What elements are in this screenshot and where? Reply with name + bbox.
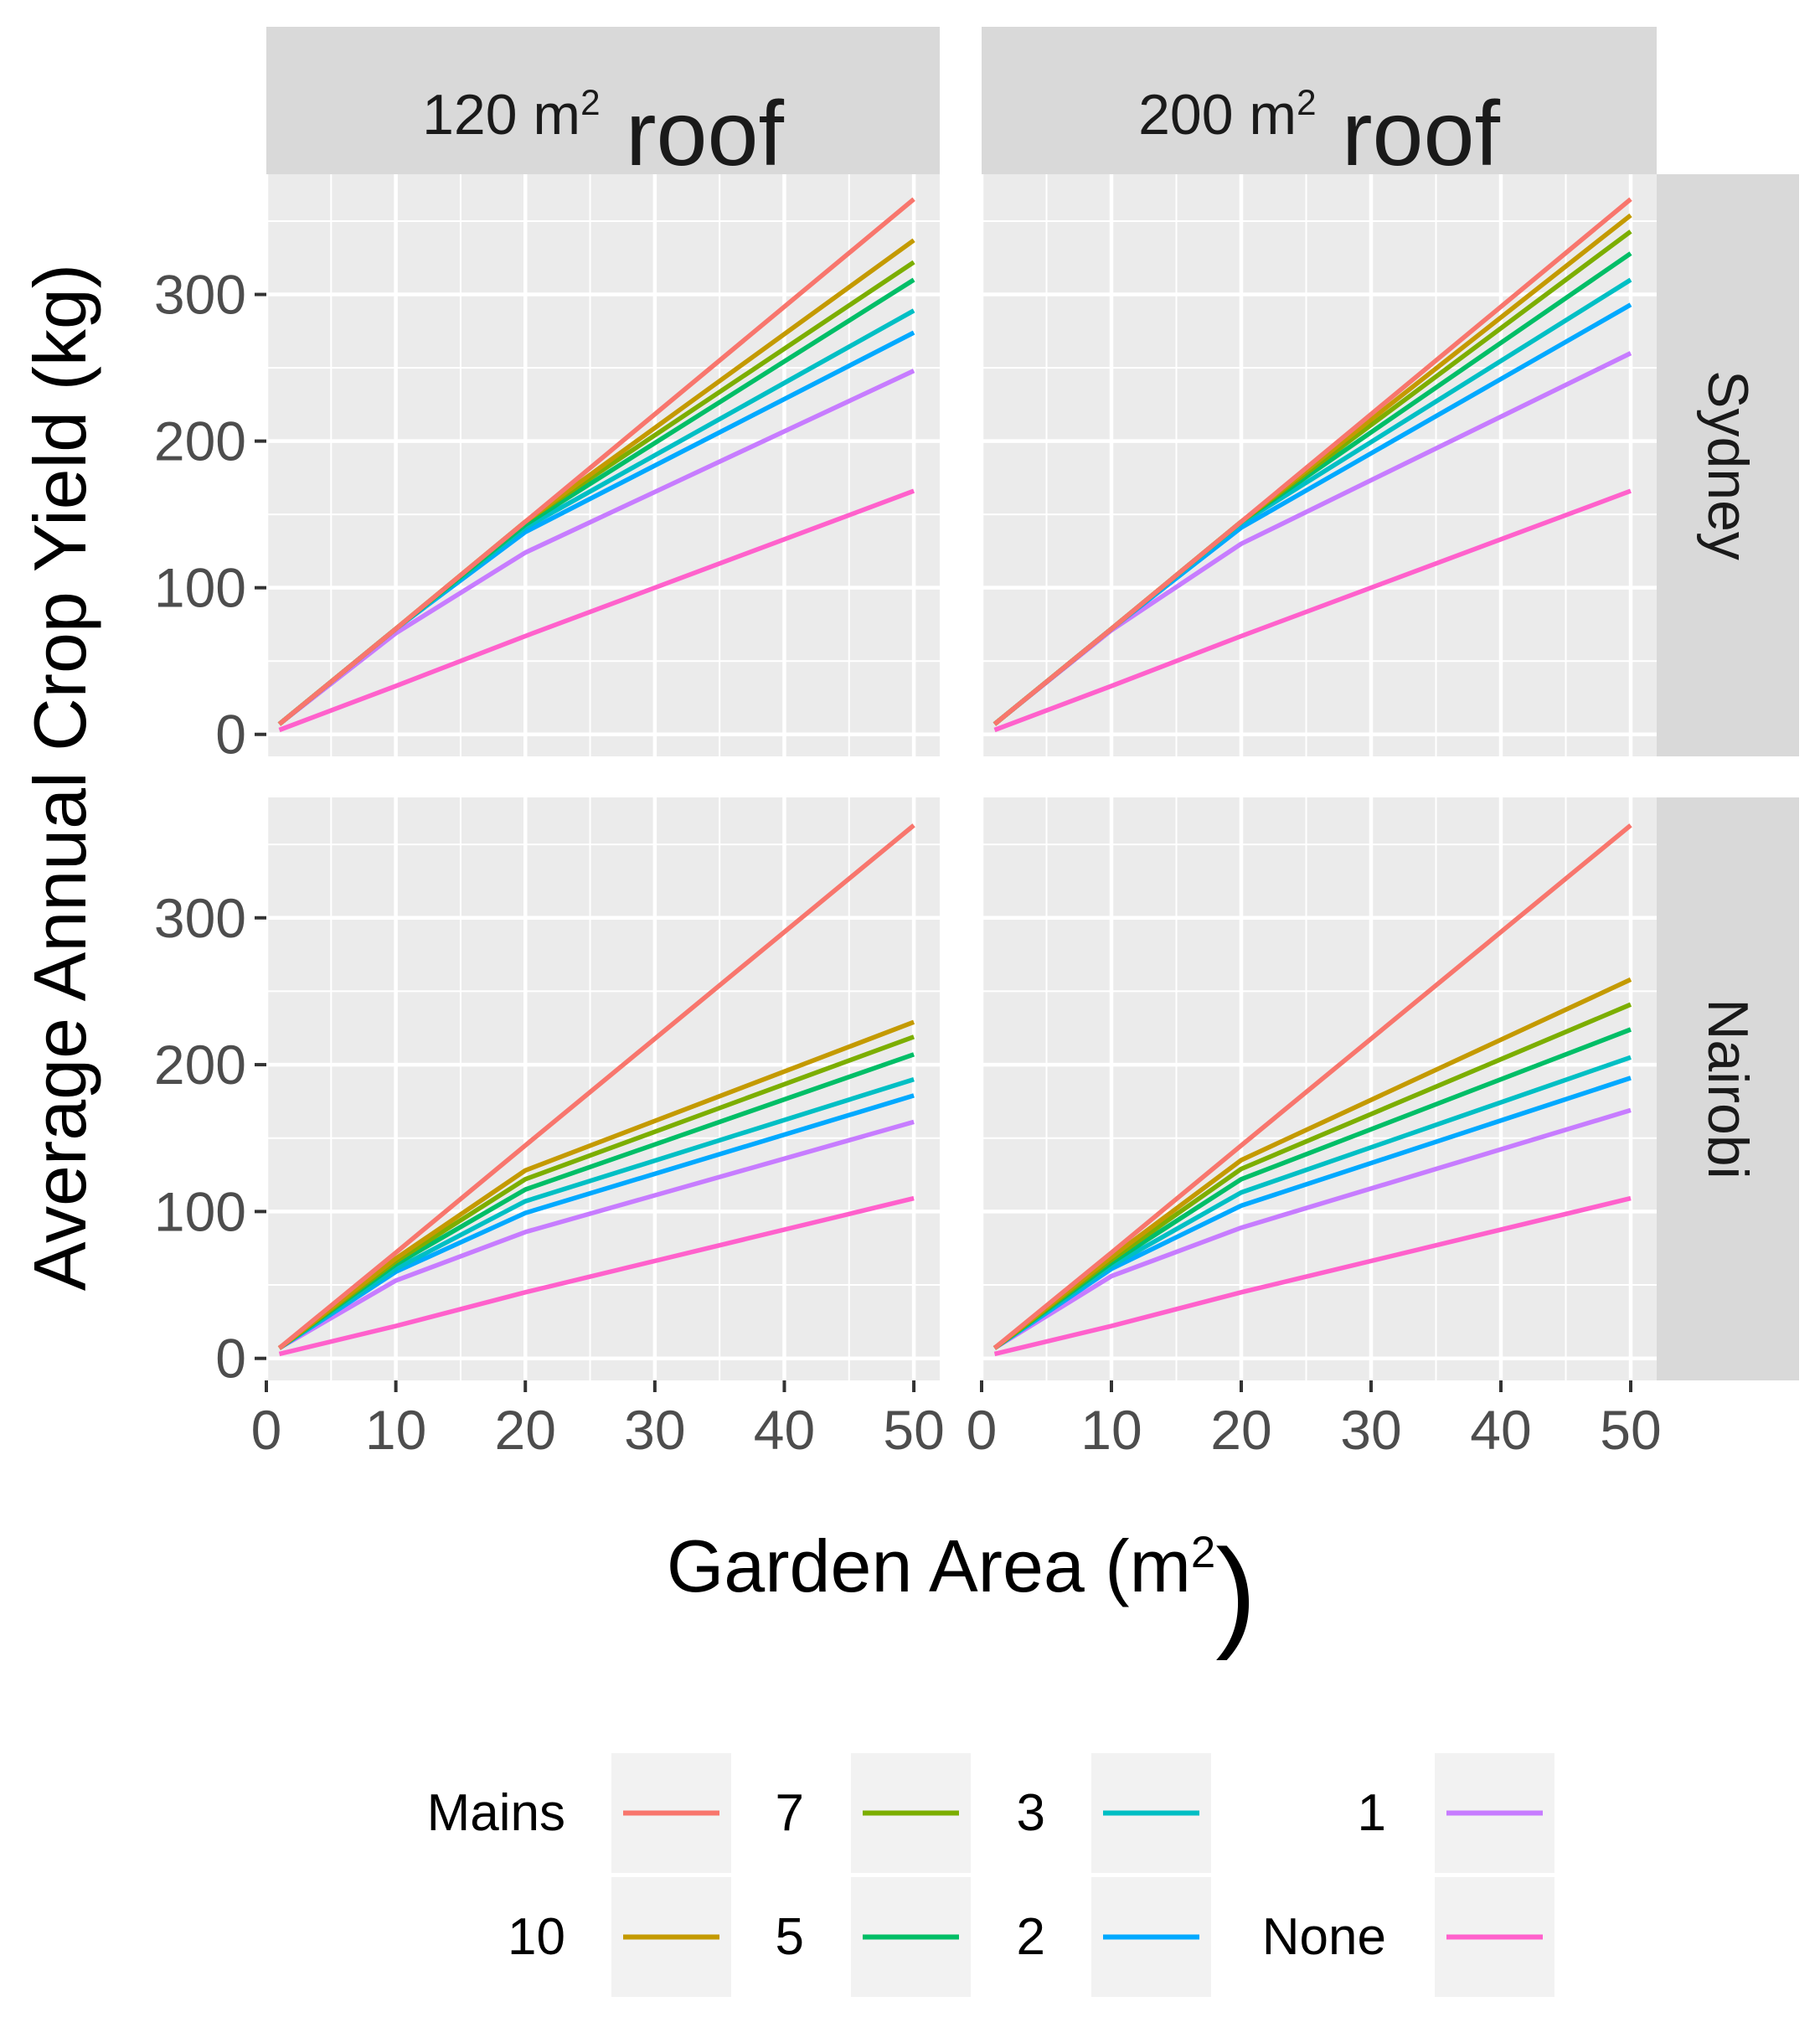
series-line-none (993, 1195, 1632, 1357)
legend-item-2: 2 (1017, 1877, 1211, 1997)
facet-strip-label-sup: 2 (580, 83, 600, 122)
series-line-mains (277, 197, 915, 726)
facet-strip-column-2: 200 m2 roof (982, 27, 1657, 185)
series-line-1 (993, 1107, 1632, 1350)
legend-label: 2 (1017, 1908, 1045, 1966)
x-tick-label: 50 (1600, 1399, 1661, 1461)
facet-strip-label: Nairobi (1696, 998, 1760, 1179)
facet-strip-column-1: 120 m2 roof (266, 27, 940, 185)
x-axis-title-sup: 2 (1191, 1528, 1215, 1577)
x-tick-label: 30 (1340, 1399, 1401, 1461)
y-tick-label: 200 (154, 410, 246, 472)
facet-strip-label: 120 m2 roof (422, 83, 784, 185)
x-axis-title-end: ) (1215, 1524, 1256, 1662)
facet-strip-label: Sydney (1696, 370, 1760, 560)
legend-item-5: 5 (776, 1877, 971, 1997)
legend: Mains 7 3 1 10 5 2 None (427, 1753, 1554, 1997)
x-axis-column-1: 0 10 20 30 40 50 (251, 1380, 945, 1461)
legend-label: 1 (1358, 1784, 1386, 1842)
facet-strip-label-sup: 2 (1297, 83, 1316, 122)
y-tick-label: 200 (154, 1034, 246, 1096)
facet-strip-label-end: roof (1317, 83, 1501, 185)
y-tick-label: 0 (215, 704, 246, 766)
x-tick-label: 20 (1210, 1399, 1271, 1461)
series-line-mains (277, 823, 915, 1350)
facet-strip-bg (266, 27, 940, 174)
legend-item-none: None (1262, 1877, 1554, 1997)
x-tick-label: 10 (365, 1399, 426, 1461)
facet-strip-row-sydney: Sydney (1657, 174, 1799, 756)
legend-label: None (1262, 1908, 1386, 1966)
x-axis-title: Garden Area (m2) (667, 1524, 1256, 1662)
panel-sydney-1 (264, 174, 940, 756)
series-line-mains (992, 823, 1632, 1350)
facet-strip-label: 200 m2 roof (1138, 83, 1500, 185)
y-tick-label: 300 (154, 887, 246, 949)
legend-item-1: 1 (1358, 1753, 1554, 1873)
panel-nairobi-2 (979, 797, 1657, 1380)
y-axis-title: Average Annual Crop Yield (kg) (18, 264, 101, 1291)
facet-strip-label-end: roof (601, 83, 785, 185)
x-tick-label: 10 (1080, 1399, 1142, 1461)
facet-strip-label-base: 200 m (1138, 83, 1297, 147)
x-tick-label: 40 (754, 1399, 815, 1461)
legend-label: 5 (776, 1908, 804, 1966)
y-tick-label: 100 (154, 1180, 246, 1242)
legend-label: 7 (776, 1784, 804, 1842)
x-axis-title-base: Garden Area (m (667, 1524, 1191, 1607)
series-line-1 (278, 1119, 915, 1350)
facet-strip-bg (1657, 797, 1799, 1380)
legend-item-7: 7 (776, 1753, 971, 1873)
y-axis-sydney: 0 100 200 300 (154, 264, 266, 766)
panel-nairobi-1 (264, 797, 940, 1380)
panel-sydney-2 (979, 174, 1657, 756)
x-tick-label: 40 (1470, 1399, 1531, 1461)
facet-strip-bg (1657, 174, 1799, 756)
facet-strip-row-nairobi: Nairobi (1657, 797, 1799, 1380)
x-tick-label: 0 (967, 1399, 998, 1461)
series-line-none (278, 488, 915, 733)
series-line-mains (992, 197, 1632, 726)
series-line-none (993, 488, 1632, 733)
x-axis-column-2: 0 10 20 30 40 50 (967, 1380, 1662, 1461)
y-tick-label: 100 (154, 557, 246, 619)
legend-label: 3 (1017, 1784, 1045, 1842)
y-tick-label: 300 (154, 264, 246, 326)
legend-label: 10 (508, 1908, 565, 1966)
x-tick-label: 50 (883, 1399, 944, 1461)
series-line-none (278, 1195, 915, 1357)
legend-item-3: 3 (1017, 1753, 1211, 1873)
legend-item-mains: Mains (427, 1753, 731, 1873)
legend-item-10: 10 (508, 1877, 731, 1997)
y-axis-nairobi: 0 100 200 300 (154, 887, 266, 1390)
facet-strip-label-base: 120 m (422, 83, 580, 147)
x-tick-label: 20 (495, 1399, 556, 1461)
facet-strip-bg (982, 27, 1657, 174)
y-tick-label: 0 (215, 1328, 246, 1390)
x-tick-label: 30 (624, 1399, 685, 1461)
x-tick-label: 0 (251, 1399, 282, 1461)
legend-label: Mains (427, 1784, 565, 1842)
